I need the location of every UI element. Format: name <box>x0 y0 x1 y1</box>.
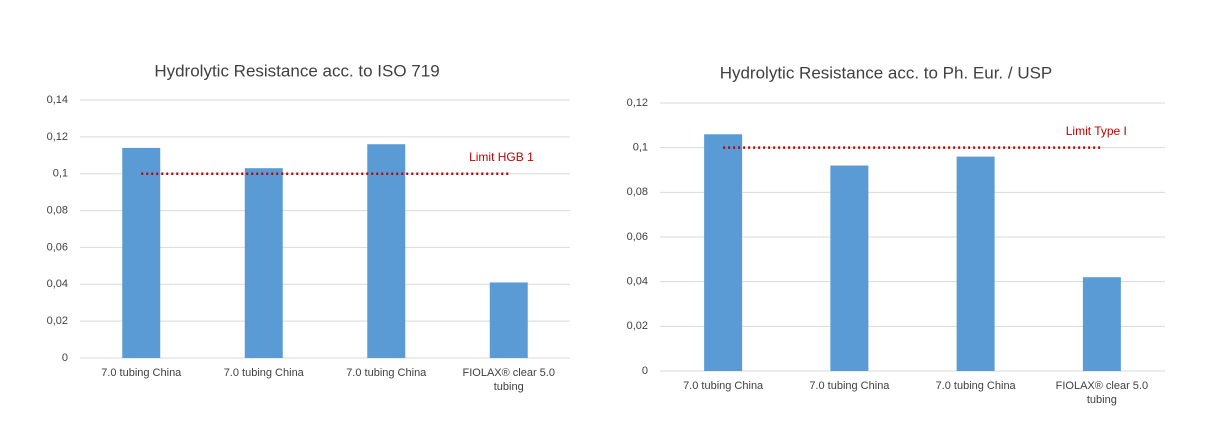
x-tick-label-box: FIOLAX® clear 5.0 tubing <box>462 367 555 393</box>
bar <box>244 168 283 358</box>
x-tick-label-box: 7.0 tubing China <box>101 367 182 379</box>
x-tick-label: 7.0 tubing China <box>223 367 304 379</box>
x-tick-label-box: 7.0 tubing China <box>935 380 1016 392</box>
bar <box>489 282 528 358</box>
limit-label: Limit HGB 1 <box>469 150 534 164</box>
y-tick-label: 0,12 <box>627 97 648 109</box>
x-tick-label: 7.0 tubing China <box>101 367 182 379</box>
x-tick-label-box: 7.0 tubing China <box>223 367 304 379</box>
x-tick-label: 7.0 tubing China <box>935 380 1016 392</box>
x-tick-label: FIOLAX® clear 5.0 tubing <box>1055 380 1149 406</box>
y-tick-label: 0,04 <box>627 276 648 288</box>
limit-label: Limit Type I <box>1066 124 1127 138</box>
x-tick-label: 7.0 tubing China <box>346 367 427 379</box>
chart-title: Hydrolytic Resistance acc. to Ph. Eur. /… <box>720 63 1053 82</box>
y-tick-label: 0,14 <box>47 94 68 106</box>
y-tick-label: 0,02 <box>47 315 68 327</box>
y-tick-label: 0,08 <box>627 186 648 198</box>
y-tick-label: 0,08 <box>47 204 68 216</box>
y-tick-label: 0,02 <box>627 320 648 332</box>
y-tick-label: 0 <box>642 365 648 377</box>
y-tick-label: 0 <box>62 352 68 364</box>
chart-title: Hydrolytic Resistance acc. to ISO 719 <box>154 61 439 80</box>
x-tick-label-box: 7.0 tubing China <box>809 380 890 392</box>
x-tick-label: 7.0 tubing China <box>809 380 890 392</box>
bar <box>830 165 869 371</box>
y-tick-label: 0,04 <box>47 278 68 290</box>
y-tick-label: 0,06 <box>627 231 648 243</box>
x-tick-label: FIOLAX® clear 5.0 tubing <box>462 367 555 393</box>
x-tick-label-box: 7.0 tubing China <box>346 367 427 379</box>
x-tick-label: 7.0 tubing China <box>683 380 764 392</box>
y-tick-label: 0,1 <box>53 168 68 180</box>
y-tick-label: 0,06 <box>47 241 68 253</box>
bar <box>1082 277 1121 371</box>
bar <box>367 144 406 358</box>
x-tick-label-box: FIOLAX® clear 5.0 tubing <box>1055 380 1149 406</box>
bar <box>956 156 995 371</box>
bar <box>122 147 161 358</box>
x-tick-label-box: 7.0 tubing China <box>683 380 764 392</box>
y-tick-label: 0,12 <box>47 131 68 143</box>
bar <box>704 134 743 371</box>
y-tick-label: 0,1 <box>633 142 648 154</box>
